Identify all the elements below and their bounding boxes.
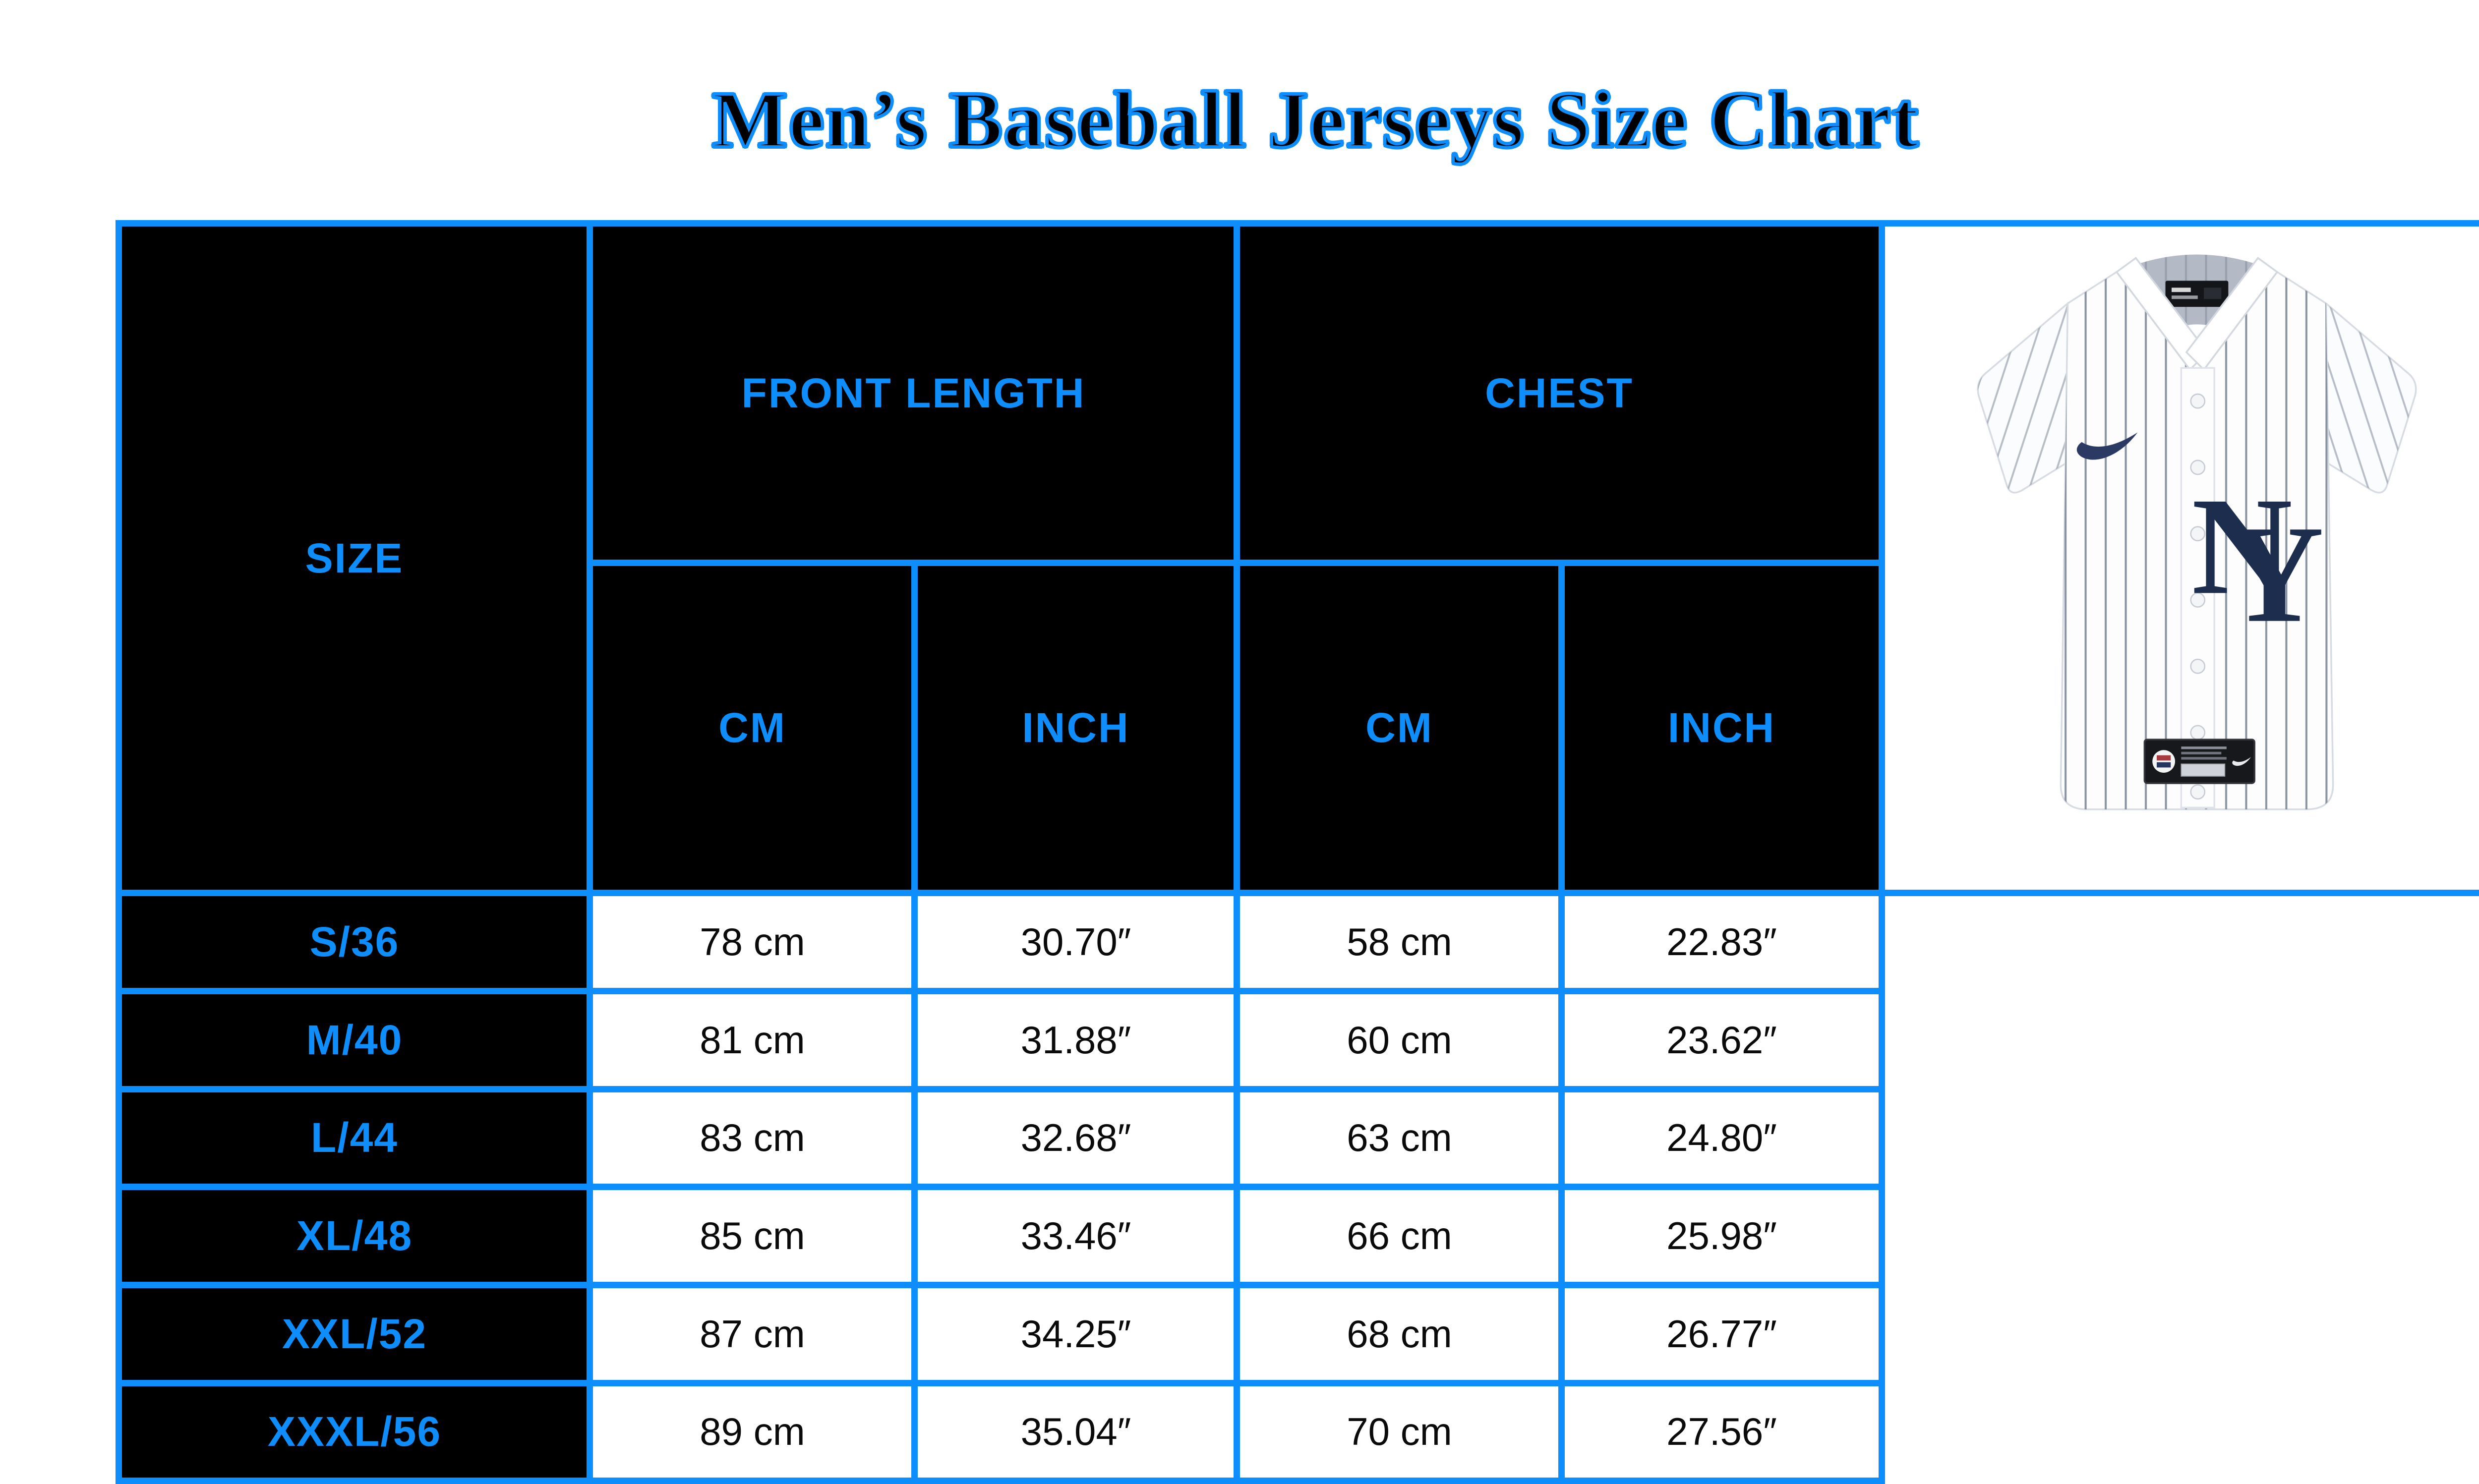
chest-cm-cell: 66 cm xyxy=(1237,1187,1562,1285)
subheader-front-length-inch: INCH xyxy=(915,563,1237,893)
front-length-cm-cell: 89 cm xyxy=(590,1383,915,1481)
col-header-chest: CHEST xyxy=(1237,224,1882,563)
front-length-inch-cell: 30.70″ xyxy=(915,893,1237,991)
header-row-groups: SIZE FRONT LENGTH CHEST xyxy=(119,224,2479,563)
front-length-inch-cell: 33.46″ xyxy=(915,1187,1237,1285)
ny-logo-letter-y: Y xyxy=(2223,497,2324,651)
front-length-inch-cell: 35.04″ xyxy=(915,1383,1237,1481)
front-length-inch-cell: 34.25″ xyxy=(915,1285,1237,1383)
col-header-size: SIZE xyxy=(119,224,590,893)
chest-cm-cell: 63 cm xyxy=(1237,1089,1562,1187)
col-header-front-length: FRONT LENGTH xyxy=(590,224,1237,563)
jersey-image-cell: N Y xyxy=(1882,224,2479,893)
front-length-cm-cell: 85 cm xyxy=(590,1187,915,1285)
chest-inch-cell: 24.80″ xyxy=(1562,1089,1882,1187)
size-rows: S/36 78 cm 30.70″ 58 cm 22.83″ M/40 81 c… xyxy=(119,893,2479,1481)
table-row: XL/48 85 cm 33.46″ 66 cm 25.98″ xyxy=(119,1187,2479,1285)
size-cell: M/40 xyxy=(119,991,590,1089)
chest-cm-cell: 58 cm xyxy=(1237,893,1562,991)
table-row: S/36 78 cm 30.70″ 58 cm 22.83″ xyxy=(119,893,2479,991)
chest-inch-cell: 23.62″ xyxy=(1562,991,1882,1089)
chest-inch-cell: 25.98″ xyxy=(1562,1187,1882,1285)
front-length-cm-cell: 81 cm xyxy=(590,991,915,1089)
front-length-cm-cell: 87 cm xyxy=(590,1285,915,1383)
front-length-inch-cell: 32.68″ xyxy=(915,1089,1237,1187)
front-length-cm-cell: 83 cm xyxy=(590,1089,915,1187)
table-row: L/44 83 cm 32.68″ 63 cm 24.80″ xyxy=(119,1089,2479,1187)
chest-cm-cell: 68 cm xyxy=(1237,1285,1562,1383)
chest-inch-cell: 27.56″ xyxy=(1562,1383,1882,1481)
subheader-chest-cm: CM xyxy=(1237,563,1562,893)
subheader-front-length-cm: CM xyxy=(590,563,915,893)
chest-cm-cell: 70 cm xyxy=(1237,1383,1562,1481)
size-cell: XXXL/56 xyxy=(119,1383,590,1481)
size-chart-table: SIZE FRONT LENGTH CHEST xyxy=(116,220,2479,1484)
front-length-inch-cell: 31.88″ xyxy=(915,991,1237,1089)
table-row: M/40 81 cm 31.88″ 60 cm 23.62″ xyxy=(119,991,2479,1089)
front-length-cm-cell: 78 cm xyxy=(590,893,915,991)
mlb-jock-tag xyxy=(2144,740,2254,783)
chest-cm-cell: 60 cm xyxy=(1237,991,1562,1089)
size-cell: XL/48 xyxy=(119,1187,590,1285)
size-cell: S/36 xyxy=(119,893,590,991)
subheader-chest-inch: INCH xyxy=(1562,563,1882,893)
chest-inch-cell: 22.83″ xyxy=(1562,893,1882,991)
jersey-image: N Y xyxy=(1885,227,2479,890)
chest-inch-cell: 26.77″ xyxy=(1562,1285,1882,1383)
table-row: XXXL/56 89 cm 35.04″ 70 cm 27.56″ xyxy=(119,1383,2479,1481)
size-cell: L/44 xyxy=(119,1089,590,1187)
jersey-svg: N Y xyxy=(1935,227,2459,890)
table-row: XXL/52 87 cm 34.25″ 68 cm 26.77″ xyxy=(119,1285,2479,1383)
size-chart-page: Men’s Baseball Jerseys Size Chart SIZE F… xyxy=(0,74,2479,1284)
neck-label-tag xyxy=(2166,281,2229,307)
page-title: Men’s Baseball Jerseys Size Chart xyxy=(0,74,2479,167)
size-cell: XXL/52 xyxy=(119,1285,590,1383)
